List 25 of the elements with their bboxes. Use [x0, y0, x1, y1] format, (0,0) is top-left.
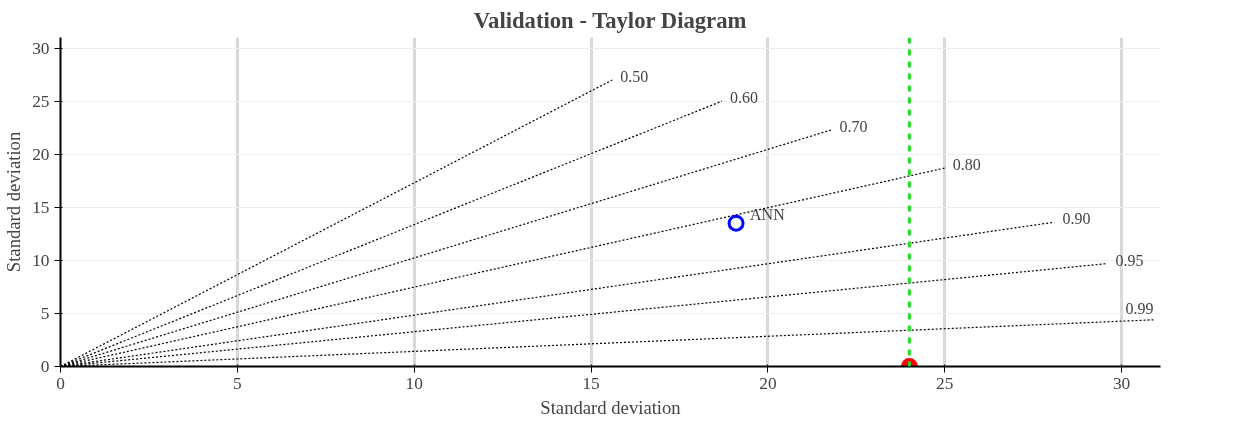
y-tick-label: 5: [40, 303, 50, 323]
series-label: 0.70: [839, 117, 868, 135]
series-label: 0.60: [729, 89, 758, 107]
y-tick-label: 10: [32, 250, 50, 270]
x-tick-label: 30: [1112, 373, 1131, 393]
y-tick-label: 0: [40, 357, 50, 376]
series-label: 0.80: [952, 156, 981, 174]
y-tick-label: 20: [32, 144, 50, 164]
x-tick-label: 5: [233, 373, 242, 393]
x-tick-label: 15: [582, 373, 600, 393]
x-tick-label: 25: [936, 373, 954, 393]
x-tick-label: 20: [759, 373, 777, 393]
series-label: ANN: [750, 206, 786, 224]
y-tick-label: 30: [32, 38, 50, 58]
y-tick-label: 15: [32, 197, 50, 217]
chart-title: Validation - Taylor Diagram: [473, 7, 747, 33]
y-tick-label: 25: [32, 91, 50, 111]
series-label: 0.99: [1125, 299, 1154, 317]
x-tick-label: 0: [56, 373, 65, 393]
x-axis-title: Standard deviation: [540, 396, 682, 418]
series-label: 0.90: [1062, 210, 1091, 228]
series-label: 0.50: [620, 67, 649, 85]
x-tick-label: 10: [405, 373, 423, 393]
y-axis-title: Standard deviation: [3, 131, 25, 273]
series-label: 0.95: [1115, 251, 1144, 269]
